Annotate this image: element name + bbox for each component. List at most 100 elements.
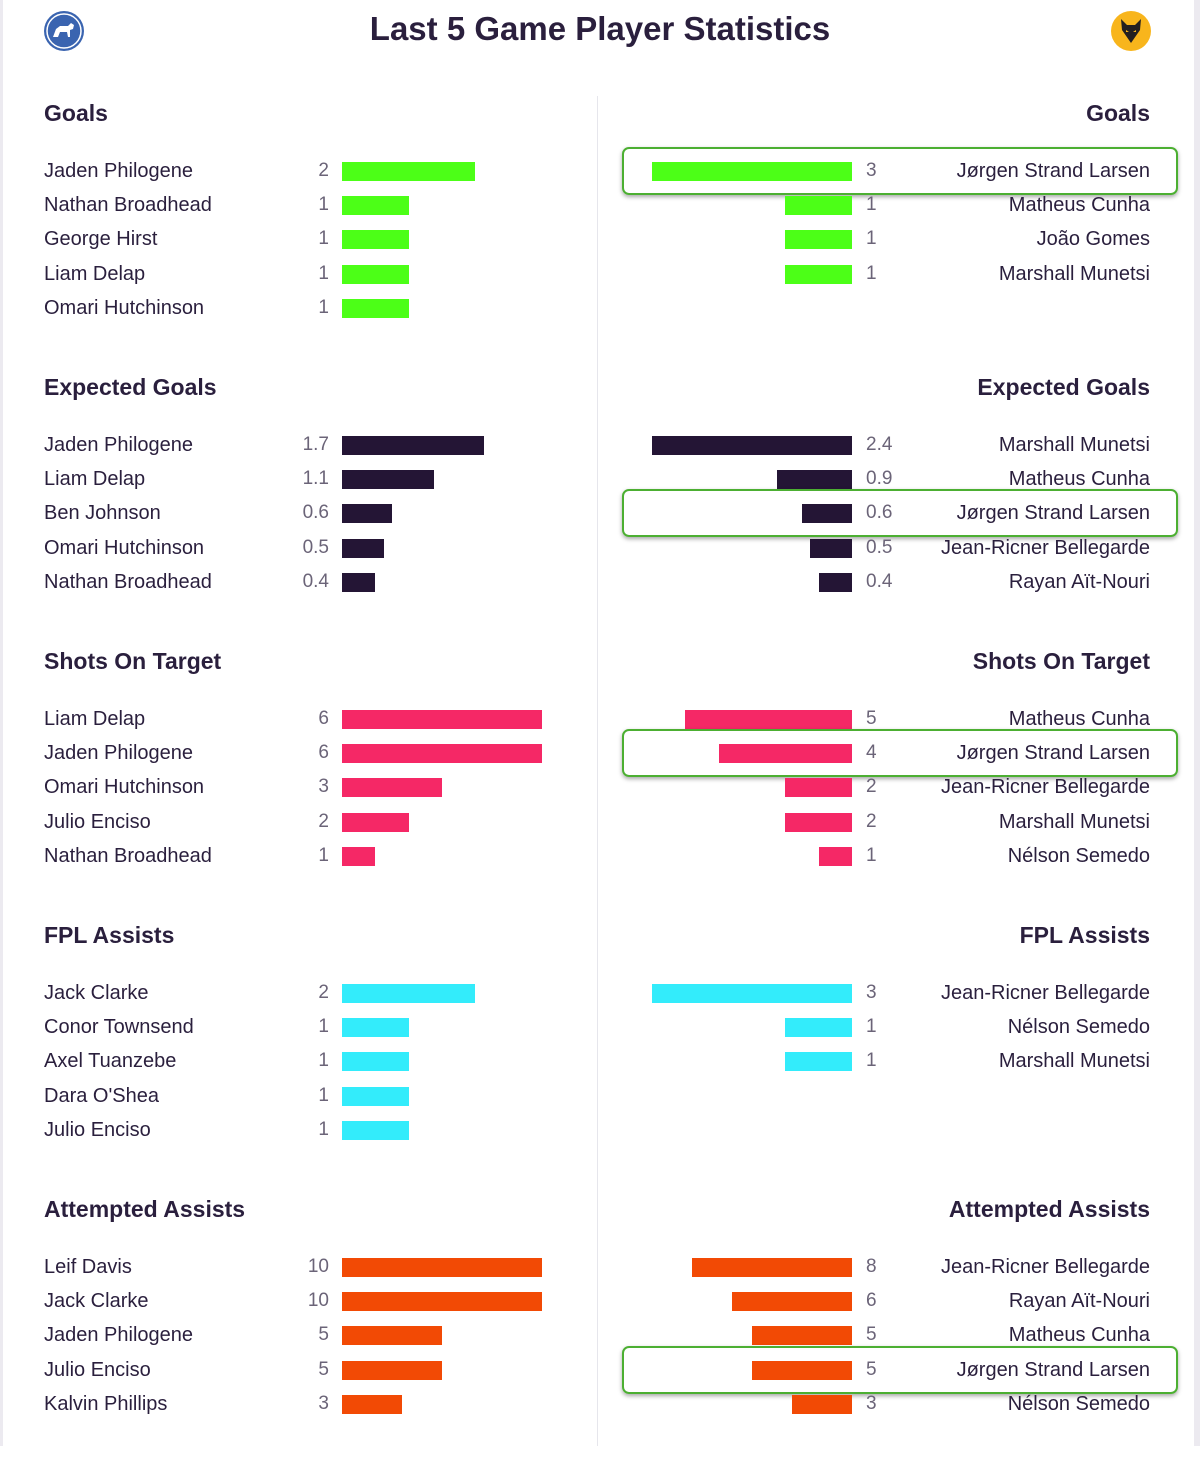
left-player-row: 1 Conor Townsend <box>0 1010 1200 1044</box>
stat-value: 1 <box>318 844 329 866</box>
stat-value: 2 <box>318 810 329 832</box>
right-player-row: 1 Marshall Munetsi <box>0 1044 1200 1078</box>
stat-bar <box>785 778 852 798</box>
stat-value: 0.5 <box>866 536 893 558</box>
left-player-row: 1 Dara O'Shea <box>0 1079 1200 1113</box>
stat-value: 3 <box>866 1392 877 1414</box>
right-player-row: 6 Rayan Aït-Nouri <box>0 1284 1200 1318</box>
stat-bar <box>802 504 852 524</box>
column-divider <box>597 96 598 1446</box>
left-player-row: 1 Nathan Broadhead <box>0 839 1200 873</box>
stat-value: 1 <box>318 194 329 216</box>
right-player-row: 5 Matheus Cunha <box>0 702 1200 736</box>
right-player-row: 2 Marshall Munetsi <box>0 805 1200 839</box>
stat-value: 3 <box>318 776 329 798</box>
right-player-row: 1 Matheus Cunha <box>0 188 1200 222</box>
stat-bar <box>342 1326 442 1346</box>
right-player-row: 1 Nélson Semedo <box>0 839 1200 873</box>
stat-bar <box>342 1086 409 1106</box>
stat-bar <box>342 846 375 866</box>
stat-value: 5 <box>866 1358 877 1380</box>
player-name: Jørgen Strand Larsen <box>956 160 1150 182</box>
stat-value: 1 <box>866 262 877 284</box>
player-name: Omari Hutchinson <box>44 296 205 319</box>
stat-value: 2.4 <box>866 434 893 455</box>
stat-value: 0.6 <box>866 502 893 524</box>
stat-value: 1 <box>866 228 877 250</box>
player-name: Leif Davis <box>44 1256 132 1278</box>
section-title-right: Attempted Assists <box>948 1196 1150 1222</box>
player-name: Jørgen Strand Larsen <box>956 1358 1150 1381</box>
stat-bar <box>652 162 852 181</box>
stat-value: 1 <box>866 1050 877 1072</box>
right-player-row: 4 Jørgen Strand Larsen <box>0 729 1200 778</box>
stat-bar <box>792 1394 852 1414</box>
stat-bar <box>342 1052 409 1072</box>
right-player-row: 1 Nélson Semedo <box>0 1010 1200 1044</box>
stat-value: 1 <box>318 1050 329 1072</box>
left-player-row: 2 Jaden Philogene <box>0 154 1200 188</box>
player-name: Jaden Philogene <box>44 742 194 765</box>
stat-bar <box>752 1326 852 1346</box>
stat-value: 6 <box>318 708 329 729</box>
left-player-row: 0.6 Ben Johnson <box>0 496 1200 530</box>
stat-bar <box>342 196 409 216</box>
stat-value: 6 <box>318 742 329 764</box>
section-title-left: Goals <box>44 100 108 126</box>
player-name: Marshall Munetsi <box>998 262 1150 285</box>
stat-bar <box>810 538 852 558</box>
right-player-row: 0.6 Jørgen Strand Larsen <box>0 489 1200 538</box>
stat-value: 1 <box>866 194 877 216</box>
stat-bar <box>342 1360 442 1380</box>
stat-bar <box>777 470 852 490</box>
player-name: Axel Tuanzebe <box>44 1050 177 1073</box>
stat-bar <box>342 778 442 798</box>
stat-bar <box>342 230 409 250</box>
stat-section-3: FPL Assists 2 Jack Clarke 1 Conor Townsend 1 A… <box>0 918 1200 1192</box>
stat-value: 2 <box>318 982 329 1003</box>
player-name: Matheus Cunha <box>1008 194 1150 217</box>
stat-bar <box>342 1394 402 1414</box>
section-title-right: FPL Assists <box>1019 922 1150 948</box>
stat-bar <box>342 436 484 455</box>
stat-value: 1 <box>318 262 329 284</box>
section-title-left: Attempted Assists <box>44 1196 246 1222</box>
stat-section-0: Goals 2 Jaden Philogene 1 Nathan Broadhead 1 G… <box>0 96 1200 370</box>
stat-value: 1 <box>318 228 329 250</box>
right-player-row: 3 Jørgen Strand Larsen <box>0 147 1200 195</box>
left-player-row: 2 Julio Enciso <box>0 805 1200 839</box>
stat-bar <box>752 1360 852 1380</box>
highlight-box <box>622 729 1178 778</box>
stat-value: 0.6 <box>302 502 329 524</box>
stat-value: 5 <box>318 1324 329 1346</box>
player-name: Rayan Aït-Nouri <box>1008 1290 1150 1313</box>
player-name: Liam Delap <box>44 262 146 285</box>
stat-value: 8 <box>866 1256 877 1277</box>
player-name: Nathan Broadhead <box>44 194 212 217</box>
section-title-right: Expected Goals <box>977 374 1150 400</box>
right-player-row: 0.4 Rayan Aït-Nouri <box>0 565 1200 599</box>
left-player-row: 1 George Hirst <box>0 222 1200 256</box>
highlight-box <box>622 1345 1178 1394</box>
left-player-row: 1 Omari Hutchinson <box>0 291 1200 325</box>
player-name: Jean-Ricner Bellegarde <box>940 776 1150 799</box>
stat-bar <box>342 538 384 558</box>
left-player-row: 1 Liam Delap <box>0 257 1200 291</box>
stat-bar <box>819 846 852 866</box>
stat-bar <box>342 162 475 181</box>
player-name: Julio Enciso <box>44 810 151 833</box>
player-name: Ben Johnson <box>44 502 161 525</box>
player-name: Nathan Broadhead <box>44 570 212 593</box>
section-title-left: FPL Assists <box>44 922 175 948</box>
player-name: Matheus Cunha <box>1008 708 1150 730</box>
player-name: Nathan Broadhead <box>44 844 212 867</box>
stat-value: 1 <box>866 844 877 866</box>
player-name: Jean-Ricner Bellegarde <box>940 982 1150 1004</box>
stat-bar <box>342 1258 542 1277</box>
left-player-row: 0.4 Nathan Broadhead <box>0 565 1200 599</box>
stat-value: 2 <box>866 810 877 832</box>
stat-value: 3 <box>866 160 877 181</box>
left-player-row: 6 Liam Delap <box>0 702 1200 736</box>
stat-bar <box>785 196 852 216</box>
stat-value: 10 <box>307 1290 329 1312</box>
